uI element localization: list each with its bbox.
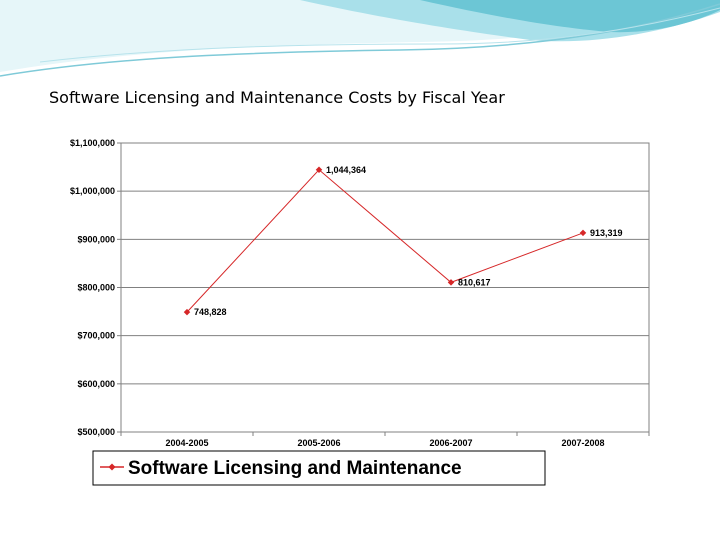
legend-box — [92, 450, 546, 486]
y-tick-label: $600,000 — [77, 379, 115, 389]
data-point — [579, 229, 587, 237]
legend-marker-swatch — [108, 463, 116, 471]
y-tick-label: $900,000 — [77, 234, 115, 244]
y-tick-label: $500,000 — [77, 427, 115, 437]
series-software-licensing — [183, 166, 587, 316]
data-label: 810,617 — [458, 277, 491, 287]
y-tick-label: $800,000 — [77, 283, 115, 293]
series-line — [186, 169, 584, 313]
banner-line-2 — [39, 7, 720, 63]
slide-title: Software Licensing and Maintenance Costs… — [49, 88, 505, 107]
y-tick-label: $1,100,000 — [70, 138, 115, 148]
data-label: 913,319 — [590, 228, 623, 238]
data-label: 1,044,364 — [326, 165, 366, 175]
data-labels: 748,828 1,044,364 810,617 913,319 — [194, 165, 623, 317]
y-axis-ticks: $1,100,000 $1,000,000 $900,000 $800,000 $700… — [70, 138, 121, 437]
x-tick-label: 2006-2007 — [429, 438, 472, 448]
x-axis-ticks: 2004-2005 2005-2006 2006-2007 2007-2008 — [120, 432, 650, 448]
y-tick-label: $1,000,000 — [70, 186, 115, 196]
decorative-banner — [0, 0, 720, 77]
gridlines — [121, 142, 649, 433]
data-point — [315, 166, 323, 174]
x-tick-label: 2004-2005 — [165, 438, 208, 448]
data-point — [183, 308, 191, 316]
y-tick-label: $700,000 — [77, 331, 115, 341]
legend-entry-label: Software Licensing and Maintenance — [128, 458, 462, 479]
data-label: 748,828 — [194, 307, 227, 317]
x-tick-label: 2007-2008 — [561, 438, 604, 448]
data-point — [447, 279, 455, 286]
legend: Software Licensing and Maintenance — [92, 450, 546, 486]
x-tick-label: 2005-2006 — [297, 438, 340, 448]
